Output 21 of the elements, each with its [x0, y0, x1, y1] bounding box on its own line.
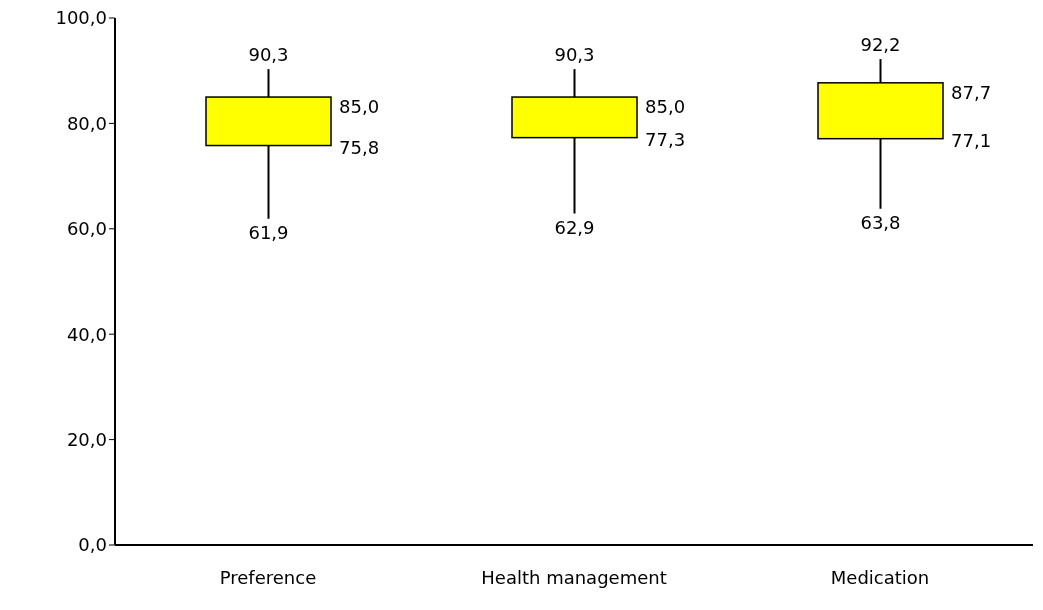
annotation: 85,0: [645, 96, 686, 118]
annotation: 62,9: [554, 216, 595, 238]
y-tick-label: 40,0: [66, 323, 107, 345]
y-tick-label: 100,0: [55, 7, 107, 29]
annotation: 77,1: [951, 129, 992, 151]
y-tick-label: 20,0: [66, 428, 107, 450]
annotation: 92,2: [860, 34, 901, 56]
x-tick-label: Preference: [219, 566, 317, 588]
annotation: 90,3: [248, 44, 289, 66]
annotation: 90,3: [554, 44, 595, 66]
annotation: 75,8: [339, 136, 380, 158]
annotation: 77,3: [645, 128, 686, 150]
y-tick-label: 80,0: [66, 112, 107, 134]
annotation: 87,7: [951, 81, 992, 103]
y-tick-label: 0,0: [78, 534, 107, 556]
x-tick-label: Medication: [830, 566, 930, 588]
annotation: 61,9: [248, 221, 289, 243]
annotation: 63,8: [860, 211, 901, 233]
y-tick-label: 60,0: [66, 218, 107, 240]
annotation: 85,0: [339, 96, 380, 118]
x-tick-label: Health management: [481, 566, 667, 588]
